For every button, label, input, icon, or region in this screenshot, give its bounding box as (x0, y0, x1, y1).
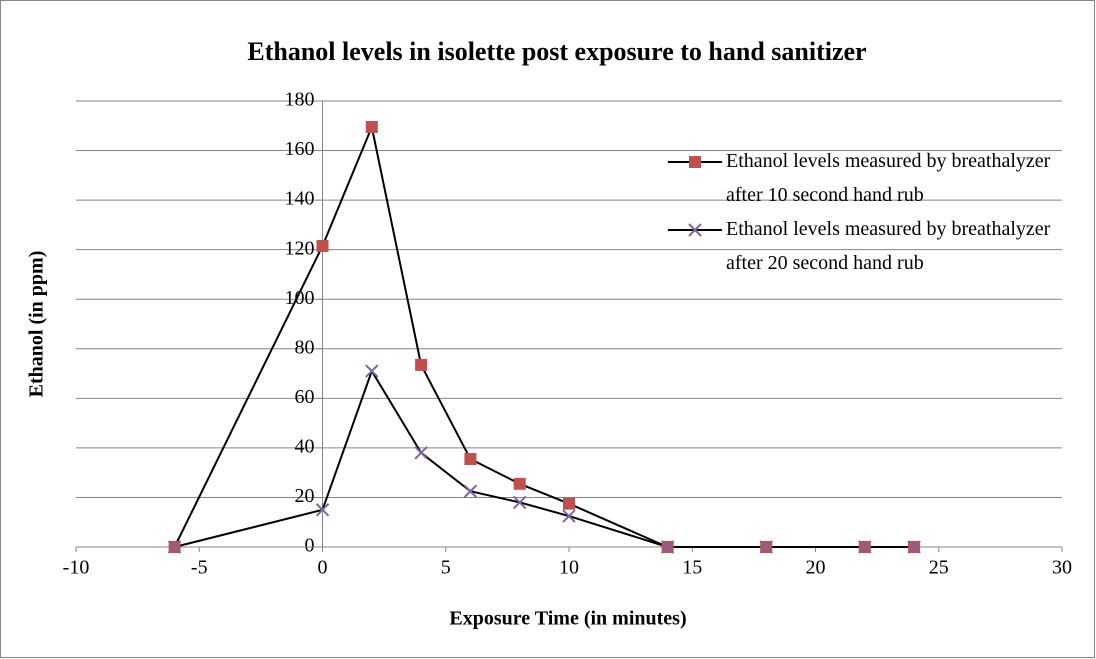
data-point (365, 121, 378, 134)
legend-marker (689, 156, 701, 168)
data-point (464, 453, 477, 466)
legend-entry: Ethanol levels measured by breathalyzer … (666, 212, 1091, 280)
x-axis-title: Exposure Time (in minutes) (449, 608, 686, 630)
legend-symbol (668, 156, 722, 168)
data-point (759, 540, 773, 554)
data-point (414, 446, 428, 460)
x-tick-label: 20 (806, 557, 826, 579)
data-point (316, 239, 329, 252)
chart-title: Ethanol levels in isolette post exposure… (247, 37, 866, 66)
y-tick-label: 20 (295, 485, 315, 507)
y-tick-label: 80 (295, 336, 315, 358)
data-point (907, 540, 921, 554)
legend-label: Ethanol levels measured by breathalyzer … (726, 150, 1051, 206)
data-point (562, 509, 576, 523)
x-tick-label: 0 (318, 557, 328, 579)
y-tick-label: 180 (285, 89, 315, 111)
data-point (167, 540, 182, 554)
x-tick-label: 30 (1052, 557, 1072, 579)
legend-symbol (668, 223, 722, 237)
y-tick-label: 100 (285, 287, 315, 309)
y-tick-label: 60 (295, 386, 315, 408)
x-tick-label: -5 (191, 557, 208, 579)
data-point (512, 495, 527, 510)
x-tick-label: -10 (63, 557, 90, 579)
data-point (858, 540, 872, 554)
y-tick-label: 140 (285, 188, 315, 210)
x-tick-label: 5 (441, 557, 451, 579)
legend-marker (688, 223, 702, 237)
data-point (660, 540, 675, 554)
y-tick-label: 0 (305, 535, 315, 557)
data-point (415, 358, 428, 371)
x-tick-label: 25 (929, 557, 949, 579)
data-point (513, 477, 526, 490)
y-tick-label: 120 (285, 237, 315, 259)
y-tick-label: 160 (285, 138, 315, 160)
legend: Ethanol levels measured by breathalyzer … (666, 144, 1091, 280)
y-tick-label: 40 (295, 435, 315, 457)
data-point (463, 484, 478, 498)
legend-label: Ethanol levels measured by breathalyzer … (726, 218, 1051, 274)
x-tick-label: 15 (682, 557, 702, 579)
legend-entry: Ethanol levels measured by breathalyzer … (666, 144, 1091, 212)
y-axis-title: Ethanol (in ppm) (26, 251, 48, 398)
data-point (315, 503, 330, 517)
x-tick-label: 10 (559, 557, 579, 579)
data-point (563, 497, 575, 510)
data-point (365, 364, 379, 378)
